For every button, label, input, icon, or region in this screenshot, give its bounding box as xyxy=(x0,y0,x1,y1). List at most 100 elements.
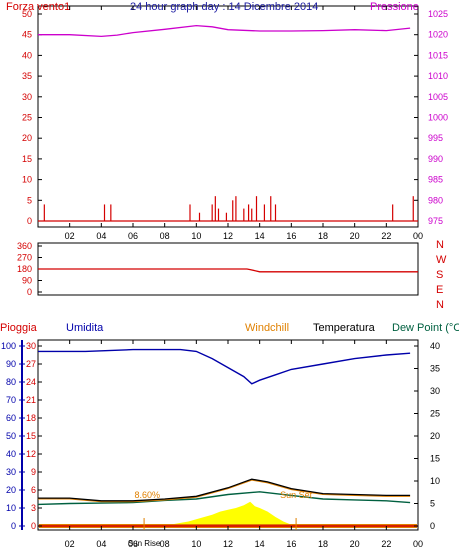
x-tick-label: 20 xyxy=(350,231,360,241)
x-tick-label: 22 xyxy=(381,231,391,241)
legend-entry: Windchill xyxy=(245,322,289,334)
direction-tick-label: 180 xyxy=(17,264,32,274)
temperature-tick-label: 5 xyxy=(430,499,435,509)
rain-tick-label: 3 xyxy=(31,503,36,513)
pressure-tick-label: 990 xyxy=(428,154,443,164)
wind-tick-label: 45 xyxy=(22,30,32,40)
direction-letter: S xyxy=(436,269,443,281)
humidity-tick-label: 40 xyxy=(6,449,16,459)
temperature-axis: 40 35 30 25 20 15 10 5 0 xyxy=(414,341,440,531)
wind-tick-label: 25 xyxy=(22,113,32,123)
legend-entry: Umidita xyxy=(66,322,104,334)
solar-area xyxy=(156,501,295,526)
wind-speed-label: Forza vento1 xyxy=(6,1,70,13)
rain-tick-label: 12 xyxy=(26,449,36,459)
wind-tick-label: 15 xyxy=(22,154,32,164)
wind-tick-label: 35 xyxy=(22,71,32,81)
rain-tick-label: 21 xyxy=(26,395,36,405)
x-tick-label: 18 xyxy=(318,231,328,241)
pressure-tick-label: 985 xyxy=(428,175,443,185)
legend: Pioggia Umidita Windchill Temperatura Dew Po… xyxy=(0,322,459,334)
x-tick-label: 18 xyxy=(318,539,328,549)
direction-tick-label: 360 xyxy=(17,241,32,251)
wind-tick-label: 10 xyxy=(22,175,32,185)
x-tick-label: 12 xyxy=(223,539,233,549)
pressure-tick-label: 995 xyxy=(428,133,443,143)
windchill-line xyxy=(38,479,411,503)
humidity-tick-label: 30 xyxy=(6,467,16,477)
rain-tick-label: 6 xyxy=(31,485,36,495)
x-tick-label: 02 xyxy=(65,231,75,241)
legend-entry: Temperatura xyxy=(313,322,376,334)
temperature-tick-label: 10 xyxy=(430,476,440,486)
x-tick-label: 00 xyxy=(413,539,423,549)
wind-tick-label: 50 xyxy=(22,9,32,19)
pressure-tick-label: 980 xyxy=(428,195,443,205)
wind-tick-label: 40 xyxy=(22,50,32,60)
wind-tick-label: 0 xyxy=(27,216,32,226)
x-tick-label: 22 xyxy=(381,539,391,549)
rain-tick-label: 27 xyxy=(26,359,36,369)
humidity-tick-label: 0 xyxy=(11,521,16,531)
x-tick-label: 16 xyxy=(286,539,296,549)
x-tick-label: 16 xyxy=(286,231,296,241)
legend-entry: Dew Point (°C xyxy=(392,322,459,334)
x-tick-label: 20 xyxy=(350,539,360,549)
temperature-tick-label: 15 xyxy=(430,454,440,464)
wind-tick-label: 30 xyxy=(22,92,32,102)
rain-tick-label: 15 xyxy=(26,431,36,441)
x-tick-label: 06 xyxy=(128,231,138,241)
wind-direction-series xyxy=(38,268,418,273)
direction-letter: W xyxy=(436,254,447,266)
legend-entry: Pioggia xyxy=(0,322,38,334)
dewpoint-line xyxy=(37,491,411,506)
x-tick-label: 08 xyxy=(160,231,170,241)
x-axis-ticks-bottom: 02 04 06 08 10 12 14 16 18 20 22 00 xyxy=(65,340,423,549)
wind-tick-label: 20 xyxy=(22,133,32,143)
humidity-tick-label: 100 xyxy=(1,341,16,351)
pressure-axis: 1025 1020 1015 1010 1005 1000 995 990 985 980 975 xyxy=(414,9,448,226)
x-tick-label: 14 xyxy=(255,231,265,241)
humidity-line xyxy=(38,348,411,385)
rain-tick-label: 30 xyxy=(26,341,36,351)
x-tick-label: 04 xyxy=(96,539,106,549)
rain-tick-label: 9 xyxy=(31,467,36,477)
pressure-tick-label: 1025 xyxy=(428,9,448,19)
sunset-label: Sun Set xyxy=(280,490,313,500)
pressure-tick-label: 1005 xyxy=(428,92,448,102)
pressure-tick-label: 1015 xyxy=(428,50,448,60)
pressure-tick-label: 1000 xyxy=(428,113,448,123)
direction-letter: N xyxy=(436,299,444,311)
humidity-tick-label: 90 xyxy=(6,359,16,369)
x-tick-label: 06 xyxy=(128,539,138,549)
direction-tick-label: 0 xyxy=(27,287,32,297)
wind-direction-line xyxy=(38,268,418,273)
humidity-tick-label: 80 xyxy=(6,377,16,387)
x-tick-label: 12 xyxy=(223,231,233,241)
temperature-line xyxy=(38,478,411,502)
direction-tick-label: 90 xyxy=(22,276,32,286)
temperature-tick-label: 25 xyxy=(430,409,440,419)
x-tick-label: 10 xyxy=(191,231,201,241)
humidity-tick-label: 50 xyxy=(6,431,16,441)
x-axis-ticks-top: 02 04 06 08 10 12 14 16 18 20 22 00 xyxy=(65,6,423,241)
x-tick-label: 10 xyxy=(191,539,201,549)
wind-tick-label: 5 xyxy=(27,195,32,205)
sun-annotations: Sun Rise 8.60% Sun Set xyxy=(128,490,313,548)
temperature-tick-label: 35 xyxy=(430,364,440,374)
direction-letter: E xyxy=(436,284,443,296)
temperature-tick-label: 0 xyxy=(430,521,435,531)
humidity-tick-label: 60 xyxy=(6,413,16,423)
pressure-tick-label: 1010 xyxy=(428,71,448,81)
humidity-tick-label: 10 xyxy=(6,503,16,513)
chart-title: 24 hour graph day : 14 Dicembre 2014 xyxy=(130,1,318,13)
sunrise-label: Sun Rise xyxy=(128,539,161,548)
pressure-line xyxy=(38,24,411,38)
rain-tick-label: 0 xyxy=(31,521,36,531)
